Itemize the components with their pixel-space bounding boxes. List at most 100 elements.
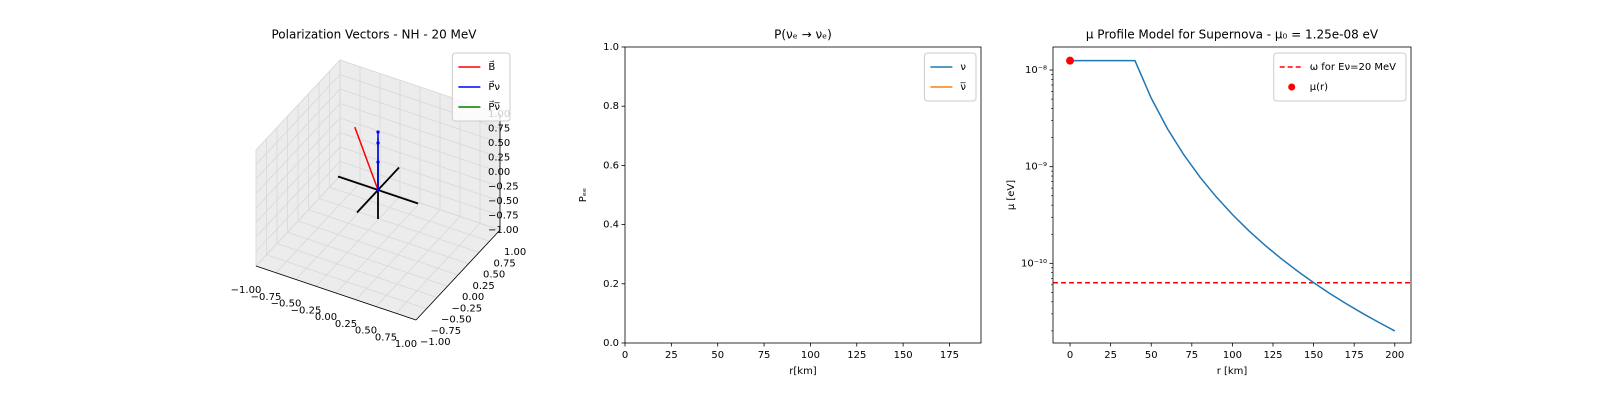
grid-line <box>339 103 501 158</box>
grid-line <box>255 117 341 209</box>
z-tick-label: −0.25 <box>488 182 519 193</box>
z-tick-label: −1.00 <box>488 225 519 236</box>
grid-line <box>255 88 341 180</box>
chart-title: Polarization Vectors - NH - 20 MeV <box>272 28 478 42</box>
x-tick-label: 125 <box>1263 350 1282 361</box>
grid-line <box>339 132 501 187</box>
y-axis-label: μ [eV] <box>1006 180 1017 210</box>
legend-box <box>923 52 977 102</box>
grid-line <box>308 209 469 265</box>
x-tick-label: 0.50 <box>355 326 377 337</box>
plot-area <box>625 47 981 343</box>
grid-line <box>339 146 501 202</box>
legend-box <box>451 52 511 122</box>
grid-line <box>255 175 341 267</box>
grid-line <box>255 161 341 252</box>
x-axis-label: r [km] <box>1217 366 1248 377</box>
x-tick-label: 0.75 <box>375 332 397 343</box>
axis-line <box>255 265 417 321</box>
y-axis-label: Pₑₑ <box>578 188 589 202</box>
grid-line <box>287 231 448 287</box>
x-tick-label: 75 <box>1185 350 1198 361</box>
series-point <box>1066 56 1075 65</box>
z-tick-label: 0.75 <box>488 124 510 135</box>
x-tick-label: 200 <box>1385 350 1404 361</box>
axes-frame <box>624 46 982 344</box>
x-tick-label: 0.00 <box>315 312 337 323</box>
grid-line <box>297 220 459 276</box>
chart-title: μ Profile Model for Supernova - μ₀ = 1.2… <box>1086 28 1379 42</box>
grid-line <box>255 74 341 165</box>
grid-line <box>339 88 501 144</box>
grid-line <box>276 243 438 298</box>
x-tick-label: 0 <box>1067 350 1073 361</box>
x-tick-label: 0.25 <box>335 319 357 330</box>
x-tick-label: 175 <box>940 350 959 361</box>
x-tick-label: 150 <box>894 350 913 361</box>
y-tick-label: 0.25 <box>473 281 495 292</box>
x-tick-label: 100 <box>801 350 820 361</box>
grid-line <box>255 59 341 151</box>
y-tick-label: 0.8 <box>603 101 619 112</box>
z-tick-label: 0.25 <box>488 153 510 164</box>
axis-line <box>415 229 501 321</box>
y-tick-label: 10⁻⁹ <box>1025 162 1047 173</box>
grid-line <box>255 103 341 194</box>
x-tick-label: 100 <box>1223 350 1242 361</box>
x-tick-label: 0 <box>622 350 628 361</box>
legend-label: μ(r) <box>1310 82 1328 93</box>
legend-marker <box>1288 83 1296 91</box>
y-tick-label: −0.25 <box>452 303 483 314</box>
y-tick-label: −0.75 <box>431 326 462 337</box>
y-tick-label: 10⁻⁸ <box>1025 65 1047 76</box>
x-tick-label: 125 <box>847 350 866 361</box>
chart-title: P(νₑ → νₑ) <box>774 28 832 42</box>
grid-line <box>266 254 427 310</box>
series-line <box>1070 59 1396 332</box>
legend-label: P⃗ν̅ <box>488 100 500 113</box>
legend-label: ν <box>960 62 966 73</box>
x-tick-label: 175 <box>1345 350 1364 361</box>
x-tick-label: −0.50 <box>271 299 302 310</box>
y-tick-label: 0.4 <box>603 220 619 231</box>
grid-line <box>318 198 480 253</box>
vector-point <box>376 188 380 192</box>
y-tick-label: 0.6 <box>603 160 619 171</box>
z-tick-label: 0.50 <box>488 138 510 149</box>
y-tick-label: 0.75 <box>494 258 516 269</box>
x-tick-label: 50 <box>711 350 724 361</box>
x-tick-label: −0.25 <box>291 305 322 316</box>
x-tick-label: 25 <box>1104 350 1117 361</box>
y-tick-label: −0.50 <box>441 315 472 326</box>
axes-frame <box>1052 46 1412 344</box>
vector-point <box>376 141 380 145</box>
x-tick-label: 75 <box>758 350 771 361</box>
grid-line <box>255 132 341 223</box>
x-tick-label: −1.00 <box>231 285 262 296</box>
legend-label: P⃗ν <box>488 80 500 93</box>
grid-line <box>255 146 341 238</box>
x-tick-label: 1.00 <box>395 339 417 350</box>
x-tick-label: 150 <box>1304 350 1323 361</box>
y-tick-label: −1.00 <box>420 337 451 348</box>
z-tick-label: −0.50 <box>488 196 519 207</box>
grid-line <box>339 175 501 231</box>
z-tick-label: −0.75 <box>488 211 519 222</box>
vector-point <box>376 160 380 164</box>
legend-label: ω for Eν=20 MeV <box>1310 62 1396 73</box>
vector <box>354 126 379 191</box>
y-tick-label: 1.00 <box>504 247 526 258</box>
grid-line <box>339 161 501 216</box>
y-tick-label: 0.00 <box>462 292 484 303</box>
grid-line <box>329 186 490 242</box>
x-axis-label: r[km] <box>789 366 817 377</box>
z-tick-label: 0.00 <box>488 167 510 178</box>
legend-label: ν̅ <box>960 82 967 93</box>
y-tick-label: 10⁻¹⁰ <box>1021 258 1047 269</box>
y-tick-label: 0.50 <box>483 270 505 281</box>
x-tick-label: −0.75 <box>251 292 282 303</box>
legend-label: B⃗ <box>488 60 495 73</box>
y-tick-label: 0.0 <box>603 338 619 349</box>
x-tick-label: 25 <box>665 350 678 361</box>
